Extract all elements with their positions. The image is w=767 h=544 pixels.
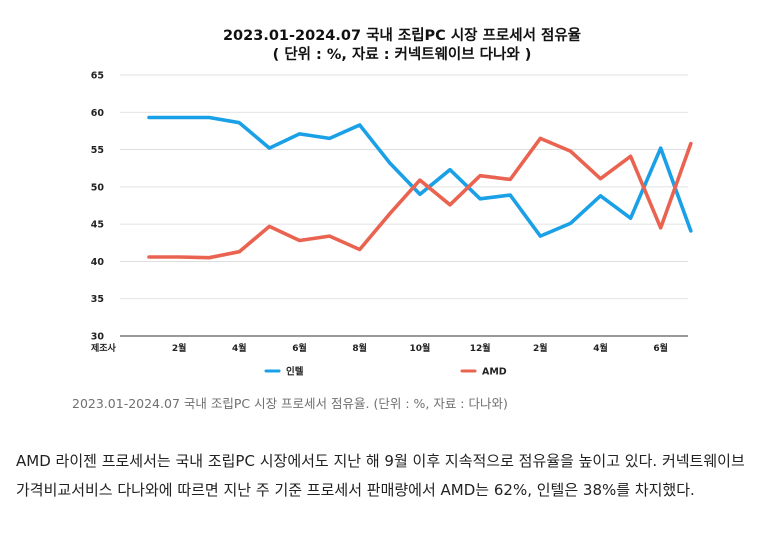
x-tick-label: 2월 — [533, 342, 548, 354]
processor-share-chart: 2023.01-2024.07 국내 조립PC 시장 프로세서 점유율 ( 단위… — [91, 26, 693, 378]
x-tick-label: 8월 — [352, 342, 367, 354]
y-tick-label: 50 — [91, 182, 105, 193]
x-tick-label: 4월 — [232, 342, 247, 354]
y-tick-label: 55 — [91, 145, 104, 156]
chart-caption: 2023.01-2024.07 국내 조립PC 시장 프로세서 점유율. (단위… — [72, 396, 508, 411]
x-tick-label: 12월 — [470, 342, 491, 354]
y-tick-label: 35 — [91, 294, 104, 305]
grid-lines — [120, 74, 688, 337]
chart-title: 2023.01-2024.07 국내 조립PC 시장 프로세서 점유율 — [223, 26, 581, 44]
y-tick-label: 45 — [91, 220, 104, 231]
x-tick-label: 2월 — [172, 342, 187, 354]
series-line-amd — [147, 136, 693, 260]
legend: 인텔 AMD — [264, 366, 507, 378]
series-line-intel — [147, 115, 693, 238]
x-tick-label: 6월 — [292, 342, 307, 354]
x-tick-label: 10월 — [409, 342, 430, 354]
x-tick-label: 6월 — [653, 342, 668, 354]
y-tick-label: 30 — [91, 332, 105, 343]
x-axis-tick-labels: 2월 4월 6월 8월 10월 12월 2월 4월 6월 — [172, 342, 668, 354]
chart-subtitle: ( 단위 : %, 자료 : 커넥트웨이브 다나와 ) — [273, 45, 532, 63]
y-tick-label: 65 — [91, 71, 104, 82]
y-axis-tick-labels: 30 35 40 45 50 55 60 65 — [91, 71, 105, 343]
legend-label-intel: 인텔 — [286, 366, 304, 378]
y-tick-label: 40 — [91, 257, 105, 268]
x-axis-manufacturer-label: 제조사 — [91, 342, 117, 354]
series-lines — [147, 115, 693, 260]
article-paragraph: AMD 라이젠 프로세서는 국내 조립PC 시장에서도 지난 해 9월 이후 지… — [16, 452, 745, 499]
x-tick-label: 4월 — [593, 342, 608, 354]
y-tick-label: 60 — [91, 108, 105, 119]
legend-label-amd: AMD — [482, 367, 507, 378]
